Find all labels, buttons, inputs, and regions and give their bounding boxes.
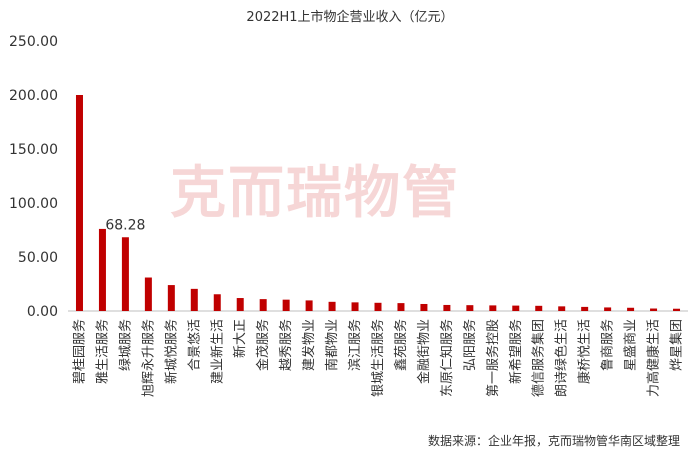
x-tick-label: 新希望服务 xyxy=(508,319,524,384)
bar xyxy=(673,308,681,311)
bar xyxy=(420,303,428,311)
bar xyxy=(213,294,221,311)
bar xyxy=(282,299,290,311)
x-tick-label: 星盛商业 xyxy=(624,319,639,371)
data-label: 68.28 xyxy=(105,217,145,233)
bar xyxy=(397,303,405,311)
bar xyxy=(236,298,244,311)
x-tick-label: 弘阳服务 xyxy=(462,319,478,371)
bar xyxy=(190,288,198,311)
source-note: 数据来源：企业年报，克而瑞物管华南区域整理 xyxy=(427,434,680,448)
bar xyxy=(167,285,175,311)
bar xyxy=(650,308,658,311)
y-tick-label: 50.00 xyxy=(18,250,58,266)
x-tick-label: 建业新生活 xyxy=(209,319,225,384)
bar xyxy=(305,300,313,311)
bar xyxy=(75,95,83,311)
x-tick-label: 雅生活服务 xyxy=(94,319,110,384)
y-tick-label: 250.00 xyxy=(9,34,58,50)
bar xyxy=(121,237,129,311)
bar xyxy=(604,307,612,311)
x-tick-label: 银城生活服务 xyxy=(370,319,386,397)
x-tick-label: 旭辉永升服务 xyxy=(140,319,156,397)
bar xyxy=(535,305,543,311)
y-tick-label: 0.00 xyxy=(27,304,58,320)
bar xyxy=(374,302,382,311)
x-tick-label: 新城悦服务 xyxy=(163,319,179,384)
x-tick-label: 新大正 xyxy=(232,319,248,358)
bar xyxy=(443,304,451,311)
x-tick-label: 滨江服务 xyxy=(347,319,363,371)
bar xyxy=(144,277,152,311)
x-tick-label: 金茂服务 xyxy=(255,319,271,371)
x-tick-label: 绿城服务 xyxy=(117,319,133,371)
x-tick-label: 鲁商服务 xyxy=(600,319,616,371)
x-tick-label: 鑫苑服务 xyxy=(393,319,409,371)
y-tick-label: 150.00 xyxy=(9,142,58,158)
x-tick-label: 合景悠活 xyxy=(187,319,202,371)
x-tick-label: 朗诗绿色生活 xyxy=(554,319,570,397)
x-tick-label: 康桥悦生活 xyxy=(577,319,593,384)
bar xyxy=(512,305,520,311)
watermark: 克而瑞物管 xyxy=(170,161,460,226)
bar xyxy=(581,306,589,311)
chart-title: 2022H1上市物企营业收入（亿元） xyxy=(246,10,454,25)
x-tick-label: 碧桂园服务 xyxy=(71,319,87,384)
x-tick-label: 越秀服务 xyxy=(278,319,294,371)
bar xyxy=(489,305,497,311)
x-tick-label: 建发物业 xyxy=(301,319,317,371)
x-tick-label: 力高健康生活 xyxy=(646,319,662,397)
x-tick-label: 第一服务控股 xyxy=(485,319,501,397)
bar xyxy=(328,301,336,311)
bar xyxy=(259,299,267,311)
bar xyxy=(466,305,474,311)
bar xyxy=(558,306,566,311)
bar xyxy=(627,307,635,311)
x-tick-label: 金融街物业 xyxy=(416,319,432,384)
x-tick-label: 东原仁知服务 xyxy=(439,319,455,397)
x-tick-label: 南都物业 xyxy=(324,319,340,371)
y-tick-label: 100.00 xyxy=(9,196,58,212)
y-tick-label: 200.00 xyxy=(9,88,58,104)
x-tick-label: 烨星集团 xyxy=(669,319,685,371)
bar xyxy=(98,228,106,311)
bar xyxy=(351,302,359,311)
x-tick-label: 德信服务集团 xyxy=(531,319,547,397)
